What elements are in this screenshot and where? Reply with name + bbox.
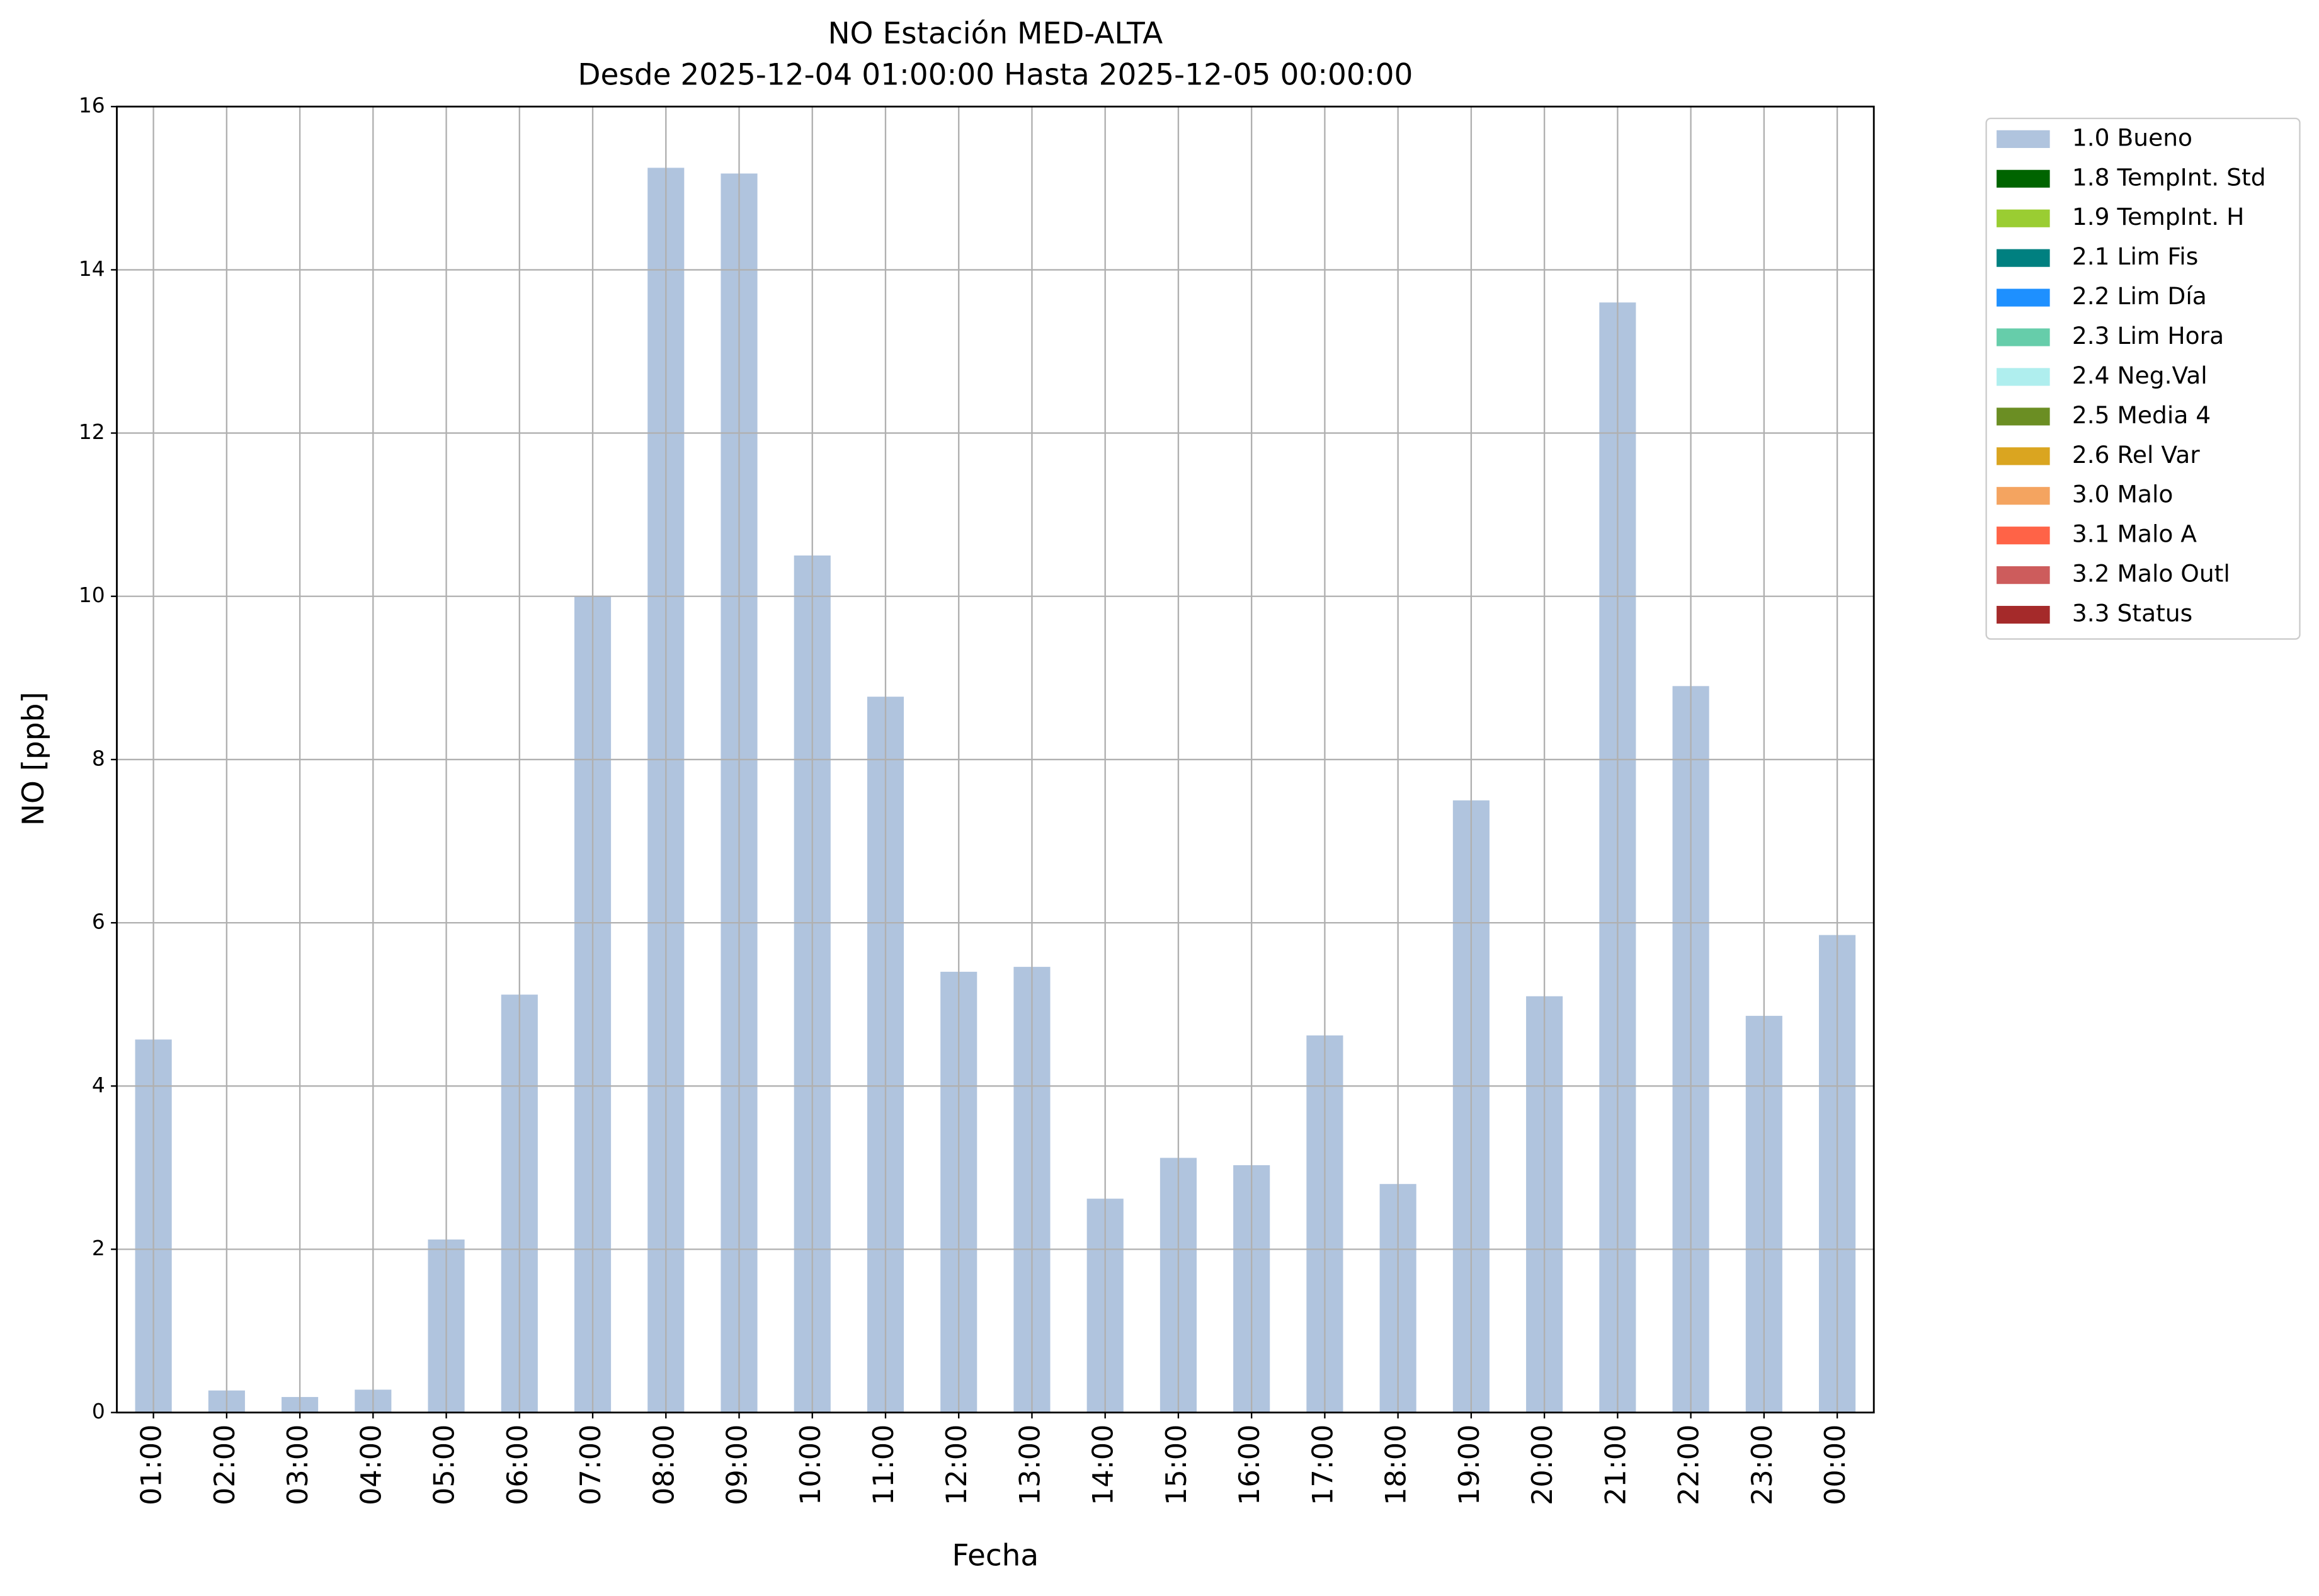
x-tick-label: 13:00	[1013, 1424, 1046, 1505]
x-tick-label: 01:00	[135, 1424, 168, 1505]
legend-swatch	[1997, 209, 2050, 227]
y-tick-label: 14	[79, 256, 105, 281]
x-tick-label: 05:00	[428, 1424, 461, 1505]
x-axis-label: Fecha	[952, 1538, 1039, 1573]
y-tick-label: 12	[79, 419, 105, 444]
y-tick-label: 6	[92, 909, 105, 934]
legend-swatch	[1997, 169, 2050, 188]
x-tick-label: 23:00	[1746, 1424, 1779, 1505]
legend-label: 2.1 Lim Fis	[2072, 242, 2198, 270]
legend-swatch	[1997, 447, 2050, 465]
x-tick-label: 18:00	[1380, 1424, 1413, 1505]
legend-label: 1.8 TempInt. Std	[2072, 163, 2266, 191]
chart-title: NO Estación MED-ALTA	[828, 16, 1163, 51]
x-tick-label: 12:00	[940, 1424, 973, 1505]
y-tick-label: 4	[92, 1073, 105, 1097]
x-tick-label: 10:00	[794, 1424, 827, 1505]
x-tick-label: 09:00	[721, 1424, 754, 1505]
x-tick-label: 04:00	[355, 1424, 387, 1505]
legend-swatch	[1997, 487, 2050, 505]
legend-label: 2.5 Media 4	[2072, 401, 2211, 429]
legend-swatch	[1997, 288, 2050, 307]
x-tick-label: 17:00	[1306, 1424, 1339, 1505]
legend-label: 2.6 Rel Var	[2072, 441, 2200, 469]
x-tick-label: 20:00	[1526, 1424, 1559, 1505]
plot-frame	[116, 105, 1875, 1414]
legend-swatch	[1997, 605, 2050, 624]
legend-label: 2.4 Neg.Val	[2072, 362, 2208, 389]
legend-label: 1.0 Bueno	[2072, 123, 2192, 151]
x-tick-label: 08:00	[647, 1424, 680, 1505]
legend-swatch	[1997, 566, 2050, 584]
y-tick-label: 16	[79, 93, 105, 118]
legend-swatch	[1997, 130, 2050, 148]
x-tick-label: 07:00	[574, 1424, 607, 1505]
x-tick-label: 11:00	[867, 1424, 900, 1505]
legend-label: 2.3 Lim Hora	[2072, 322, 2224, 350]
legend-swatch	[1997, 249, 2050, 267]
x-tick-label: 14:00	[1087, 1424, 1120, 1505]
x-tick-label: 06:00	[501, 1424, 534, 1505]
x-tick-label: 15:00	[1160, 1424, 1193, 1505]
y-tick-label: 10	[79, 583, 105, 607]
x-tick-label: 00:00	[1819, 1424, 1852, 1505]
x-tick-label: 16:00	[1233, 1424, 1266, 1505]
legend-label: 1.9 TempInt. H	[2072, 203, 2245, 231]
legend-swatch	[1997, 527, 2050, 545]
chart-subtitle: Desde 2025-12-04 01:00:00 Hasta 2025-12-…	[578, 58, 1413, 93]
legend-label: 3.2 Malo Outl	[2072, 560, 2230, 588]
y-tick-label: 8	[92, 746, 105, 770]
x-tick-label: 02:00	[208, 1424, 241, 1505]
legend-label: 3.1 Malo A	[2072, 520, 2197, 548]
x-tick-label: 19:00	[1453, 1424, 1486, 1505]
x-tick-label: 22:00	[1673, 1424, 1706, 1505]
y-tick-label: 0	[92, 1399, 105, 1423]
legend-label: 3.0 Malo	[2072, 481, 2174, 508]
legend-label: 2.2 Lim Día	[2072, 282, 2207, 310]
x-tick-label: 03:00	[282, 1424, 314, 1505]
y-tick-label: 2	[92, 1236, 105, 1260]
legend-label: 3.3 Status	[2072, 600, 2192, 627]
legend-swatch	[1997, 408, 2050, 426]
legend-swatch	[1997, 368, 2050, 386]
x-tick-label: 21:00	[1599, 1424, 1632, 1505]
y-axis-label: NO [ppb]	[16, 692, 51, 826]
legend-swatch	[1997, 328, 2050, 346]
legend-box	[1985, 117, 2301, 640]
